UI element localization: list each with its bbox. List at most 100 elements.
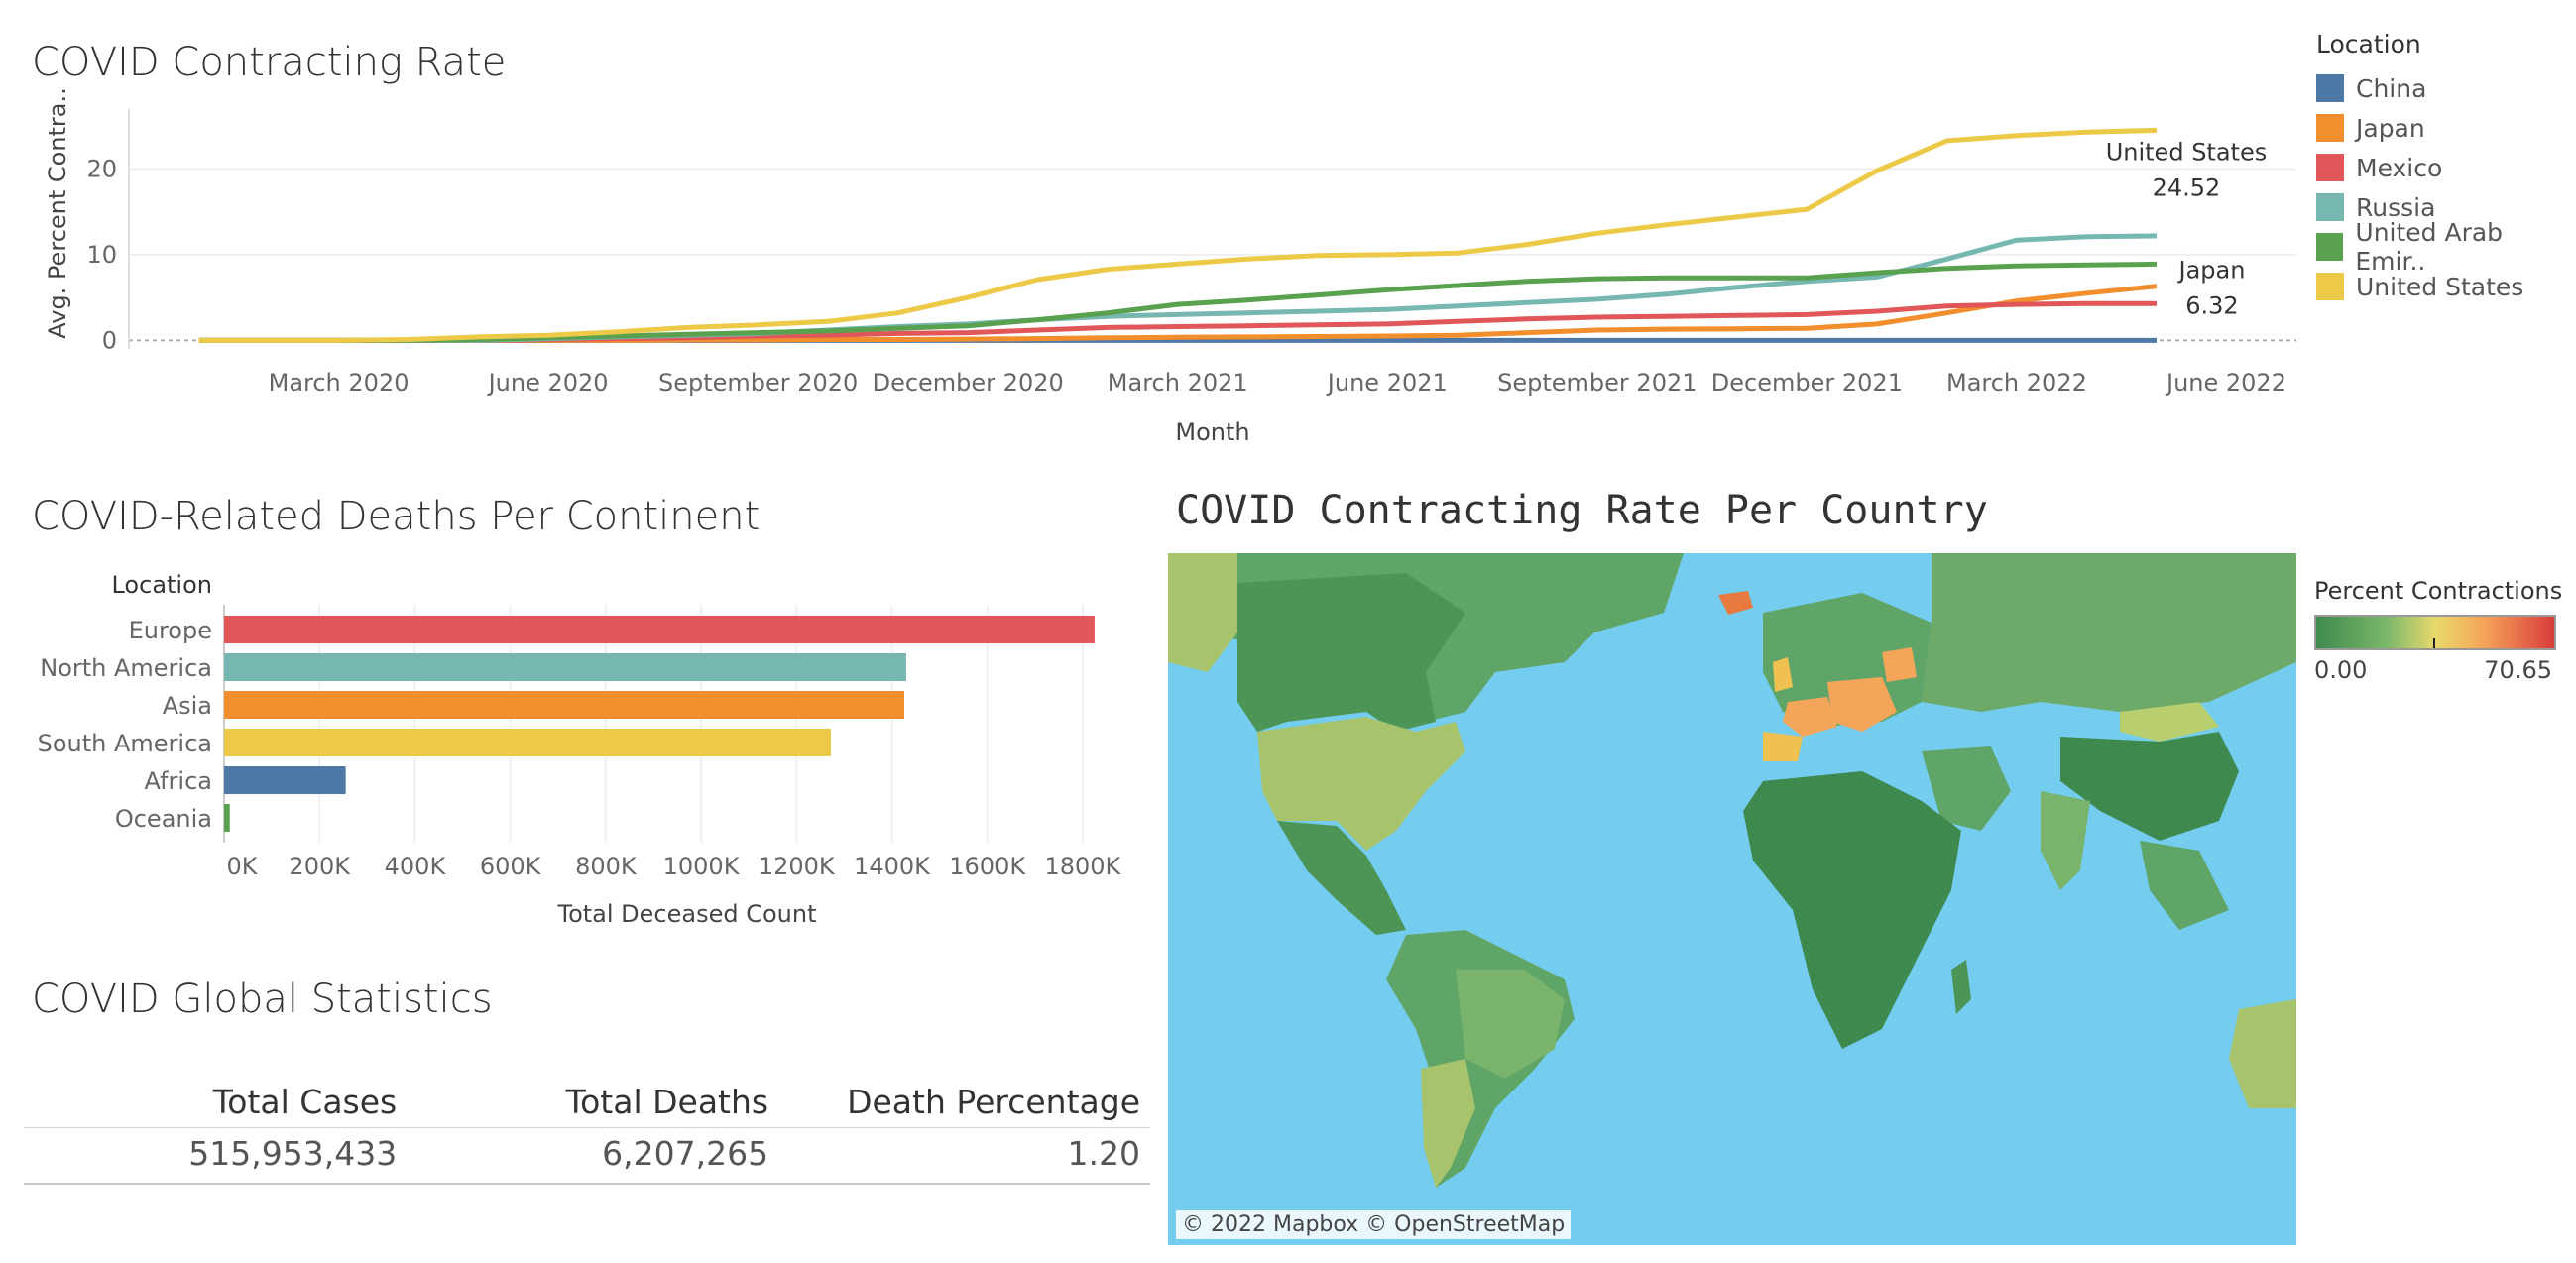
line-chart-xlabel: Month [1175,418,1249,446]
legend-swatch [2316,74,2344,102]
line-x-tick-label: March 2022 [1946,369,2087,397]
map-legend-marker [2433,638,2435,648]
stats-title: COVID Global Statistics [32,976,493,1022]
map-region-mexico[interactable] [1277,821,1406,935]
line-chart: 0 10 20 March 2020 June 2020 September 2020 D… [44,87,2296,446]
line-y-tick-label: 10 [86,241,117,269]
total-cases-value: 515,953,433 [24,1127,408,1185]
map-region-africa[interactable] [1743,771,1961,1049]
legend-label: Japan [2356,113,2425,143]
map-legend-title: Percent Contractions [2314,577,2563,605]
bar-europe [224,616,1095,643]
bar-chart-category-header: Location [111,571,212,599]
line-legend: Location China Japan Mexico Russia United Ar… [2316,30,2576,306]
bar-x-tick-label: 1000K [663,853,741,880]
map-region-middle-east[interactable] [1922,746,2011,831]
world-map[interactable]: © 2022 Mapbox © OpenStreetMap [1168,553,2296,1245]
line-x-tick-label: June 2020 [487,369,609,397]
legend-swatch [2316,193,2344,221]
line-legend-item[interactable]: Russia [2316,187,2576,227]
map-region-india[interactable] [2041,791,2090,890]
line-y-tick-label: 0 [102,326,117,354]
world-map-shapes[interactable] [1168,553,2296,1245]
line-chart-ylabel: Avg. Percent Contra.. [44,87,71,339]
death-percentage-header: Death Percentage [778,1071,1150,1128]
map-region-spain[interactable] [1763,732,1803,761]
legend-swatch [2316,154,2344,181]
bar-x-tick-label: 1600K [949,853,1026,880]
line-legend-item[interactable]: Japan [2316,108,2576,148]
bar-x-tick-label: 1400K [854,853,931,880]
total-deaths-header: Total Deaths [407,1071,779,1128]
line-x-tick-label: March 2021 [1108,369,1248,397]
line-annotation-label: United States [2106,138,2268,166]
map-legend-gradient [2314,615,2556,650]
line-legend-item[interactable]: United Arab Emir.. [2316,218,2576,276]
line-series-united-arab-emir- [198,261,2158,343]
bar-x-tick-label: 800K [575,853,638,880]
map-region-iceland[interactable] [1718,591,1753,615]
bar-category-label: Africa [145,767,212,795]
bar-chart-xlabel: Total Deceased Count [557,900,817,928]
map-region-alaska[interactable] [1168,553,1237,672]
bar-category-label: Oceania [115,805,212,833]
legend-swatch [2316,273,2344,300]
map-title: COVID Contracting Rate Per Country [1176,488,1988,533]
bar-south-america [224,729,831,756]
map-region-southeast-asia[interactable] [2140,841,2229,930]
map-region-usa[interactable] [1257,717,1465,851]
map-credit: © 2022 Mapbox © OpenStreetMap [1176,1210,1572,1239]
map-region-china[interactable] [2060,732,2239,841]
line-legend-item[interactable]: China [2316,68,2576,108]
line-x-tick-label: December 2020 [873,369,1064,397]
map-region-brazil[interactable] [1456,970,1565,1079]
legend-label: United Arab Emir.. [2355,218,2504,276]
line-annotation-label: Japan [2176,257,2245,285]
line-y-tick-label: 20 [86,156,117,183]
bar-chart-title: COVID-Related Deaths Per Continent [32,494,761,539]
bar-category-label: North America [40,654,212,682]
bar-africa [224,766,346,794]
total-cases-header: Total Cases [24,1071,408,1128]
legend-swatch [2316,233,2344,261]
map-region-russia[interactable] [1922,553,2296,712]
bar-category-label: Europe [129,617,212,644]
bar-x-tick-label: 0K [226,853,258,880]
map-region-poland[interactable] [1882,647,1917,682]
line-series-united-states [198,127,2158,343]
bar-x-tick-label: 600K [480,853,542,880]
line-x-tick-label: September 2020 [658,369,858,397]
map-region-greenland[interactable] [1545,553,1684,623]
map-region-france[interactable] [1783,697,1837,737]
bar-chart: Location Europe North America Asia South Am… [38,571,1122,928]
map-region-madagascar[interactable] [1951,960,1971,1014]
map-region-mongolia[interactable] [2120,702,2219,742]
line-legend-item[interactable]: Mexico [2316,148,2576,187]
bar-asia [224,691,904,719]
bar-x-tick-label: 200K [289,853,351,880]
legend-label: Russia [2356,192,2436,222]
legend-label: China [2356,73,2427,103]
legend-swatch [2316,114,2344,142]
death-percentage-value: 1.20 [778,1127,1150,1185]
map-region-uk[interactable] [1773,657,1793,692]
line-annotation-value: 24.52 [2153,173,2221,201]
map-region-australia[interactable] [2229,999,2296,1108]
bar-north-america [224,653,906,681]
line-legend-item[interactable]: United States [2316,267,2576,306]
map-legend-max: 70.65 [2484,656,2552,684]
legend-label: United States [2356,272,2524,301]
map-legend-min: 0.00 [2314,656,2368,684]
map-region-canada[interactable] [1237,573,1465,732]
map-region-central-europe[interactable] [1827,677,1897,732]
line-chart-title: COVID Contracting Rate [32,40,507,85]
line-x-tick-label: September 2021 [1497,369,1697,397]
line-x-tick-label: June 2022 [2165,369,2286,397]
map-region-chile-argentina[interactable] [1421,1059,1475,1188]
bar-oceania [224,804,230,832]
map-color-legend: Percent Contractions 0.00 70.65 [2314,577,2562,684]
stats-table: Total Cases Total Deaths Death Percentag… [24,1071,1150,1185]
map-region-europe[interactable] [1763,593,1932,727]
line-legend-title: Location [2316,30,2421,58]
bar-category-label: South America [38,730,212,757]
